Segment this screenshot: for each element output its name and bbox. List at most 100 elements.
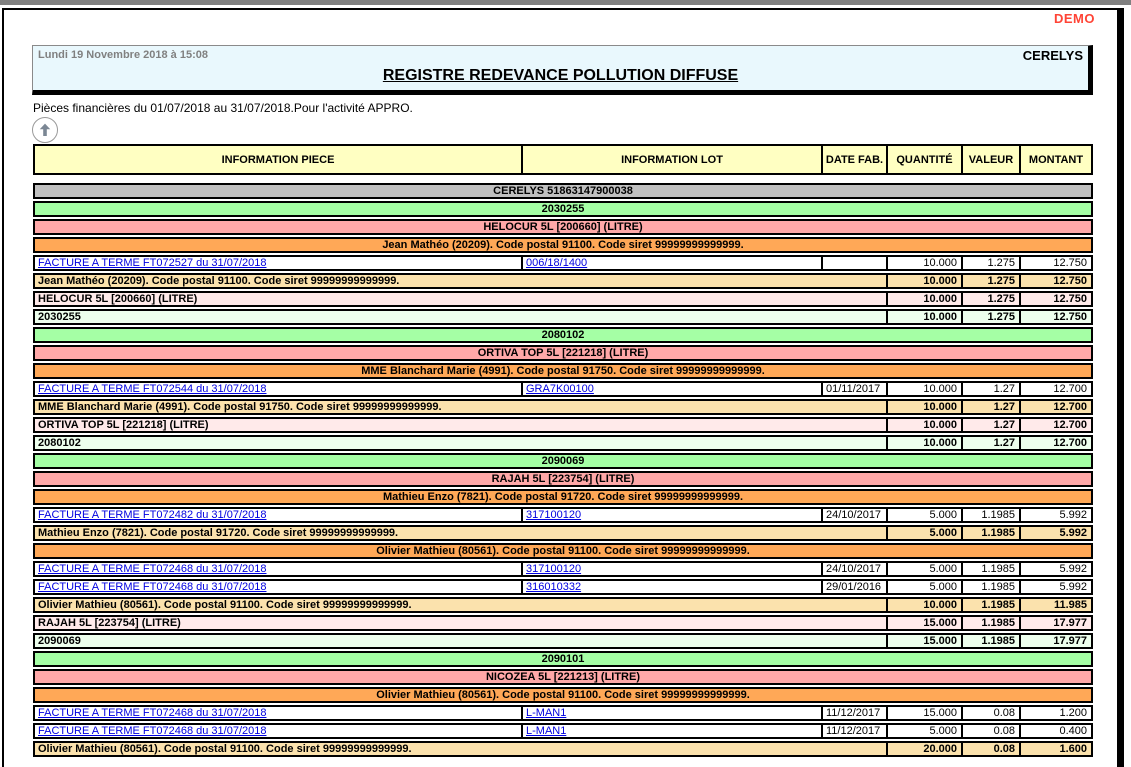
amount-cell: 5.992 — [1019, 563, 1091, 575]
table-row: FACTURE A TERME FT072468 du 31/07/2018 31… — [33, 561, 1093, 577]
piece-link[interactable]: FACTURE A TERME FT072468 du 31/07/2018 — [38, 707, 267, 719]
value-cell: 1.1985 — [961, 581, 1019, 593]
piece-link[interactable]: FACTURE A TERME FT072468 du 31/07/2018 — [38, 563, 267, 575]
piece-cell: FACTURE A TERME FT072527 du 31/07/2018 — [35, 257, 521, 269]
date-fab-cell: 01/11/2017 — [821, 383, 886, 395]
table-row: ORTIVA TOP 5L [221218] (LITRE) — [33, 345, 1093, 361]
lot-link[interactable]: L-MAN1 — [526, 725, 567, 737]
lot-link[interactable]: 317100120 — [526, 563, 582, 575]
table-row: Jean Mathéo (20209). Code postal 91100. … — [33, 273, 1093, 289]
lot-link[interactable]: 316010332 — [526, 581, 582, 593]
arrow-up-icon — [36, 121, 54, 139]
column-header-montant: MONTANT — [1019, 146, 1091, 173]
piece-cell: FACTURE A TERME FT072482 du 31/07/2018 — [35, 509, 521, 521]
amount-cell: 12.700 — [1019, 437, 1091, 449]
quantity-cell: 5.000 — [886, 725, 961, 737]
band-label: 2030255 — [541, 203, 585, 215]
band-label: Olivier Mathieu (80561). Code postal 911… — [376, 545, 750, 557]
amount-cell: 17.977 — [1019, 617, 1091, 629]
value-cell: 0.08 — [961, 743, 1019, 755]
table-row: RAJAH 5L [223754] (LITRE) 15.000 1.1985 17.… — [33, 615, 1093, 631]
table-row: 2090101 — [33, 651, 1093, 667]
quantity-cell: 5.000 — [886, 563, 961, 575]
lot-cell: GRA7K00100 — [521, 383, 821, 395]
lot-cell: L-MAN1 — [521, 725, 821, 737]
band-label: 2080102 — [541, 329, 585, 341]
value-cell: 1.275 — [961, 275, 1019, 287]
report-table: INFORMATION PIECE INFORMATION LOT DATE F… — [33, 144, 1093, 759]
value-cell: 1.1985 — [961, 509, 1019, 521]
table-row: FACTURE A TERME FT072527 du 31/07/2018 00… — [33, 255, 1093, 271]
piece-link[interactable]: FACTURE A TERME FT072468 du 31/07/2018 — [38, 581, 267, 593]
subtotal-label: 2080102 — [38, 437, 81, 449]
piece-link[interactable]: FACTURE A TERME FT072544 du 31/07/2018 — [38, 383, 267, 395]
amount-cell: 5.992 — [1019, 509, 1091, 521]
quantity-cell: 5.000 — [886, 581, 961, 593]
quantity-cell: 10.000 — [886, 257, 961, 269]
quantity-cell: 10.000 — [886, 401, 961, 413]
piece-link[interactable]: FACTURE A TERME FT072527 du 31/07/2018 — [38, 257, 267, 269]
column-header-information-lot: INFORMATION LOT — [521, 146, 821, 173]
table-row: 2080102 10.000 1.27 12.700 — [33, 435, 1093, 451]
band-label: NICOZEA 5L [221213] (LITRE) — [485, 671, 641, 683]
lot-link[interactable]: L-MAN1 — [526, 707, 567, 719]
table-header-row: INFORMATION PIECE INFORMATION LOT DATE F… — [33, 144, 1093, 175]
table-row: Jean Mathéo (20209). Code postal 91100. … — [33, 237, 1093, 253]
lot-cell: 006/18/1400 — [521, 257, 821, 269]
column-header-information-piece: INFORMATION PIECE — [221, 153, 335, 166]
scroll-top-button[interactable] — [32, 117, 58, 143]
value-cell: 0.08 — [961, 725, 1019, 737]
page-title: REGISTRE REDEVANCE POLLUTION DIFFUSE — [382, 67, 739, 84]
piece-link[interactable]: FACTURE A TERME FT072482 du 31/07/2018 — [38, 509, 267, 521]
amount-cell: 12.750 — [1019, 293, 1091, 305]
value-cell: 1.27 — [961, 419, 1019, 431]
date-fab-cell: 11/12/2017 — [821, 725, 886, 737]
value-cell: 1.1985 — [961, 635, 1019, 647]
amount-cell: 12.700 — [1019, 401, 1091, 413]
lot-link[interactable]: 006/18/1400 — [526, 257, 588, 269]
quantity-cell: 10.000 — [886, 275, 961, 287]
report-header: Lundi 19 Novembre 2018 à 15:08 CERELYS R… — [32, 45, 1093, 95]
table-row: 2090069 — [33, 453, 1093, 469]
table-row: 2080102 — [33, 327, 1093, 343]
subtotal-label: MME Blanchard Marie (4991). Code postal … — [38, 401, 442, 413]
quantity-cell: 5.000 — [886, 527, 961, 539]
lot-link[interactable]: GRA7K00100 — [526, 383, 594, 395]
piece-cell: FACTURE A TERME FT072468 du 31/07/2018 — [35, 707, 521, 719]
table-row: CERELYS 51863147900038 — [33, 183, 1093, 199]
value-cell: 1.275 — [961, 293, 1019, 305]
table-row: 2030255 10.000 1.275 12.750 — [33, 309, 1093, 325]
subtotal-label: HELOCUR 5L [200660] (LITRE) — [38, 293, 198, 305]
lot-link[interactable]: 317100120 — [526, 509, 582, 521]
value-cell: 1.275 — [961, 311, 1019, 323]
table-row: FACTURE A TERME FT072468 du 31/07/2018 L-… — [33, 705, 1093, 721]
lot-cell: 317100120 — [521, 509, 821, 521]
window-top-strip — [0, 0, 1131, 5]
piece-cell: FACTURE A TERME FT072468 du 31/07/2018 — [35, 563, 521, 575]
piece-link[interactable]: FACTURE A TERME FT072468 du 31/07/2018 — [38, 725, 267, 737]
quantity-cell: 10.000 — [886, 419, 961, 431]
value-cell: 1.1985 — [961, 563, 1019, 575]
quantity-cell: 15.000 — [886, 635, 961, 647]
band-label: Mathieu Enzo (7821). Code postal 91720. … — [382, 491, 744, 503]
amount-cell: 12.750 — [1019, 275, 1091, 287]
quantity-cell: 5.000 — [886, 509, 961, 521]
piece-cell: FACTURE A TERME FT072544 du 31/07/2018 — [35, 383, 521, 395]
band-label: RAJAH 5L [223754] (LITRE) — [491, 473, 635, 485]
report-page: DEMO Lundi 19 Novembre 2018 à 15:08 CERE… — [2, 8, 1124, 767]
table-row: Olivier Mathieu (80561). Code postal 911… — [33, 597, 1093, 613]
quantity-cell: 15.000 — [886, 707, 961, 719]
amount-cell: 11.985 — [1019, 599, 1091, 611]
subtotal-label: 2090069 — [38, 635, 81, 647]
report-datetime: Lundi 19 Novembre 2018 à 15:08 — [38, 49, 208, 61]
table-row: MME Blanchard Marie (4991). Code postal … — [33, 363, 1093, 379]
band-label: MME Blanchard Marie (4991). Code postal … — [361, 365, 765, 377]
lot-cell: 316010332 — [521, 581, 821, 593]
table-row: Mathieu Enzo (7821). Code postal 91720. … — [33, 525, 1093, 541]
table-row: ORTIVA TOP 5L [221218] (LITRE) 10.000 1.27… — [33, 417, 1093, 433]
table-row: RAJAH 5L [223754] (LITRE) — [33, 471, 1093, 487]
table-row: Olivier Mathieu (80561). Code postal 911… — [33, 741, 1093, 757]
band-label: Jean Mathéo (20209). Code postal 91100. … — [382, 239, 744, 251]
lot-cell: 317100120 — [521, 563, 821, 575]
quantity-cell: 15.000 — [886, 617, 961, 629]
